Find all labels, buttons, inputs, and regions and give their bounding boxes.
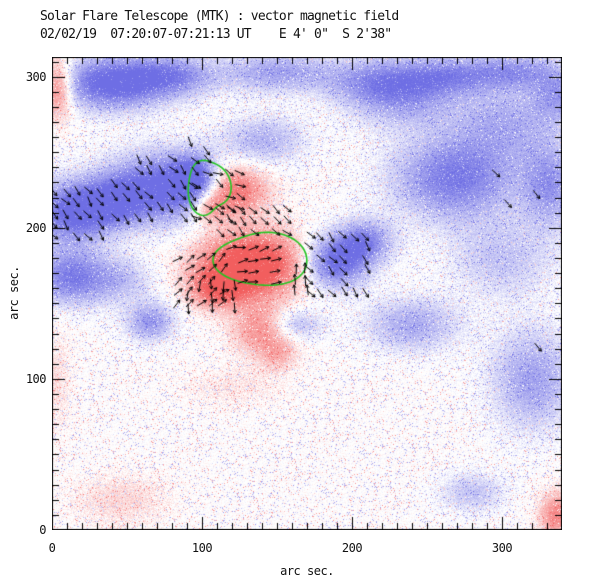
plot-subtitle: 02/02/19 07:20:07-07:21:13 UT E 4' 0" S …	[40, 27, 392, 42]
y-axis-tick-label: 300	[25, 70, 47, 84]
x-axis-tick-label: 0	[48, 541, 56, 555]
x-axis-tick-label: 300	[491, 541, 513, 555]
x-axis-tick-label: 200	[341, 541, 363, 555]
x-axis-tick-label: 100	[191, 541, 213, 555]
magnetogram-canvas	[52, 57, 562, 530]
y-axis-tick-label: 200	[25, 221, 47, 235]
y-axis-tick-label: 0	[39, 523, 46, 537]
plot-title: Solar Flare Telescope (MTK) : vector mag…	[40, 9, 399, 24]
x-axis-label: arc sec.	[280, 564, 334, 578]
title-block: Solar Flare Telescope (MTK) : vector mag…	[40, 8, 399, 44]
y-axis-label-text: arc sec.	[7, 266, 21, 320]
y-axis-tick-label: 100	[25, 372, 47, 386]
